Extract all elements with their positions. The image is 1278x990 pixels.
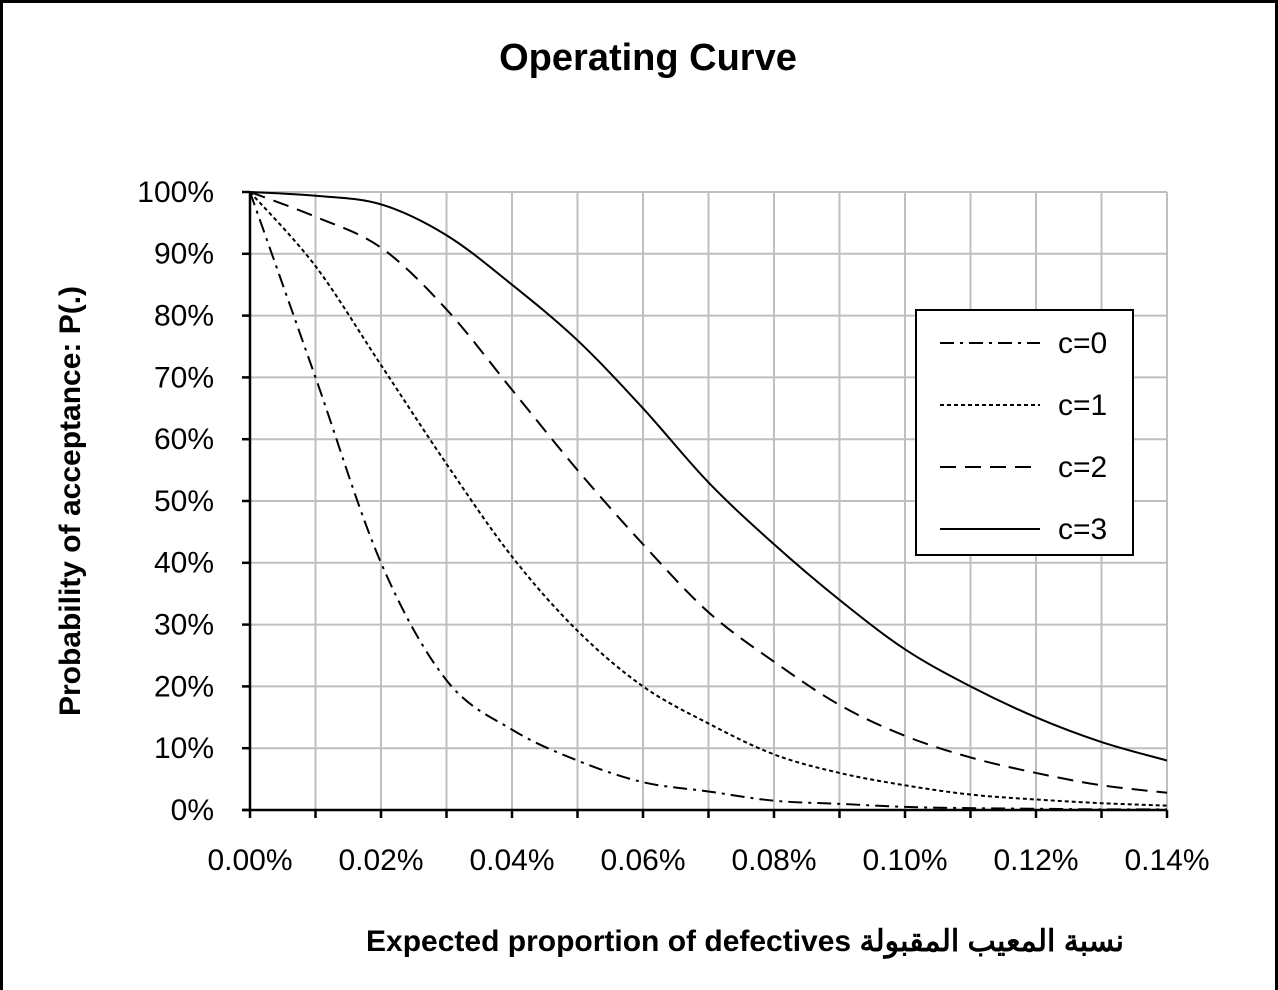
y-tick-label: 60% [154,423,214,456]
chart-title: Operating Curve [499,37,797,79]
x-tick-label: 0.04% [469,844,554,877]
series-line [249,191,1168,807]
x-axis-title: Expected proportion of defectives نسبة ا… [366,925,1124,959]
y-tick-label: 100% [137,176,214,209]
series-line [249,191,1168,794]
y-tick-label: 0% [171,794,214,827]
y-tick-label: 80% [154,300,214,333]
x-tick-label: 0.00% [207,844,292,877]
x-tick-label: 0.14% [1124,844,1209,877]
x-tick-label: 0.10% [862,844,947,877]
x-tick-label: 0.06% [600,844,685,877]
x-tick-label: 0.12% [993,844,1078,877]
series-line [249,191,1168,762]
legend-label: c=2 [1058,451,1107,484]
legend-label: c=3 [1058,513,1107,546]
legend-box [915,309,1134,556]
legend-label: c=0 [1058,327,1107,360]
legend-label: c=1 [1058,389,1107,422]
x-tick-label: 0.08% [731,844,816,877]
series-line [249,191,1168,811]
y-tick-label: 20% [154,670,214,703]
y-tick-label: 40% [154,547,214,580]
y-axis-title: Probability of acceptance: P(.) [54,286,87,716]
y-tick-label: 70% [154,361,214,394]
y-tick-label: 90% [154,238,214,271]
y-tick-label: 30% [154,609,214,642]
y-tick-label: 50% [154,485,214,518]
x-tick-label: 0.02% [338,844,423,877]
y-tick-label: 10% [154,732,214,765]
